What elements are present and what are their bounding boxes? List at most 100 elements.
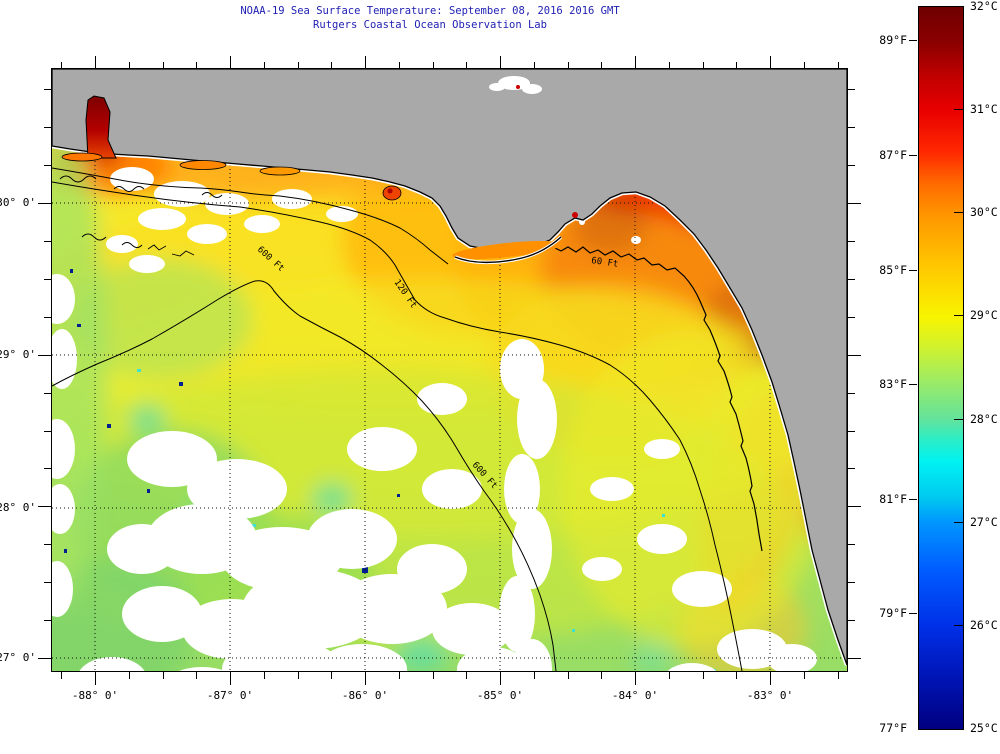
colorbar-fahrenheit-tick — [909, 40, 917, 42]
lon-tick — [196, 62, 198, 69]
colorbar-celsius-label: 29°C — [970, 308, 998, 323]
lon-label: -85° 0' — [476, 689, 524, 702]
lon-tick — [466, 62, 468, 69]
lon-tick — [61, 672, 63, 679]
lon-tick — [803, 62, 805, 69]
lat-tick — [44, 89, 51, 91]
lon-tick — [668, 672, 670, 679]
lon-tick — [297, 62, 299, 69]
lon-tick — [635, 672, 636, 685]
lon-tick — [162, 672, 164, 679]
lon-tick — [500, 672, 501, 685]
lat-tick — [848, 127, 855, 129]
colorbar-celsius-label: 27°C — [970, 514, 998, 529]
lon-tick — [466, 672, 468, 679]
st-andrew-hot-dot — [387, 188, 393, 194]
lat-tick — [848, 544, 855, 546]
lon-tick — [702, 672, 704, 679]
lon-tick — [398, 672, 400, 679]
apalachicola-lagoon — [452, 240, 562, 260]
lat-tick — [848, 620, 855, 622]
colorbar-celsius-tick — [954, 624, 963, 626]
st-marks-hot-dot — [572, 212, 578, 218]
lon-tick — [331, 62, 333, 69]
lon-label: -88° 0' — [71, 689, 119, 702]
lat-tick — [44, 392, 51, 394]
lon-tick — [263, 672, 265, 679]
lat-tick — [848, 392, 855, 394]
lon-tick — [500, 56, 501, 69]
colorbar-celsius-tick — [954, 418, 963, 420]
lat-tick — [848, 316, 855, 318]
colorbar-celsius-tick — [954, 109, 963, 111]
lat-tick — [44, 240, 51, 242]
land-lake — [489, 76, 542, 94]
lat-tick — [38, 354, 51, 356]
colorbar-fahrenheit-label: 89°F — [879, 33, 907, 48]
colorbar-fahrenheit-label: 87°F — [879, 147, 907, 162]
lat-tick — [44, 468, 51, 470]
lon-tick — [61, 62, 63, 69]
lat-label: 30° 0' — [0, 196, 36, 209]
lat-tick — [848, 240, 855, 242]
title-block: NOAA-19 Sea Surface Temperature: Septemb… — [0, 4, 860, 32]
lon-tick — [635, 56, 636, 69]
lon-tick — [95, 56, 96, 69]
lat-tick — [44, 544, 51, 546]
colorbar-fahrenheit-tick — [909, 269, 917, 271]
lon-label: -84° 0' — [611, 689, 659, 702]
lat-tick — [848, 506, 861, 508]
lat-tick — [848, 658, 861, 660]
lon-tick — [601, 62, 603, 69]
depth-contours — [52, 167, 763, 671]
lon-tick — [196, 672, 198, 679]
lat-tick — [44, 430, 51, 432]
lat-tick — [848, 165, 855, 167]
lon-tick — [263, 62, 265, 69]
lon-tick — [432, 62, 434, 69]
colorbar-celsius-label: 30°C — [970, 205, 998, 220]
lon-tick — [365, 672, 366, 685]
colorbar-fahrenheit-tick — [909, 384, 917, 386]
lat-tick — [848, 468, 855, 470]
colorbar-celsius-tick — [954, 212, 963, 214]
lon-tick — [432, 672, 434, 679]
lon-tick — [837, 62, 839, 69]
contour-120ft — [52, 181, 743, 671]
marsh-symbols — [59, 175, 223, 257]
lat-tick — [848, 278, 855, 280]
lat-tick — [44, 127, 51, 129]
lon-tick — [770, 672, 771, 685]
colorbar-fahrenheit-tick — [909, 613, 917, 615]
lat-tick — [38, 658, 51, 660]
contour-60ft-west — [52, 167, 449, 265]
lon-tick — [770, 56, 771, 69]
colorbar — [918, 6, 964, 730]
lon-tick — [837, 672, 839, 679]
lat-tick — [44, 316, 51, 318]
lon-tick — [702, 62, 704, 69]
coastal-bays — [61, 152, 402, 201]
lat-tick — [848, 430, 855, 432]
lon-label: -87° 0' — [206, 689, 254, 702]
lat-tick — [38, 506, 51, 508]
colorbar-celsius-label: 28°C — [970, 411, 998, 426]
contour-600ft — [52, 280, 557, 671]
colorbar-fahrenheit-label: 83°F — [879, 377, 907, 392]
colorbar-fahrenheit-label: 85°F — [879, 262, 907, 277]
lon-tick — [331, 672, 333, 679]
colorbar-celsius-label: 31°C — [970, 102, 998, 117]
lat-tick — [38, 203, 51, 204]
lon-tick — [365, 56, 366, 69]
lon-tick — [230, 672, 231, 685]
colorbar-celsius-label: 26°C — [970, 617, 998, 632]
lat-tick — [848, 203, 861, 204]
lat-tick — [44, 582, 51, 584]
colorbar-fahrenheit-label: 77°F — [879, 721, 907, 735]
contour-60ft-bigbend — [554, 246, 763, 552]
lat-label: 28° 0' — [0, 501, 36, 514]
colorbar-celsius-tick — [954, 521, 963, 523]
colorbar-fahrenheit-label: 81°F — [879, 491, 907, 506]
lon-tick — [567, 672, 569, 679]
lon-tick — [736, 672, 738, 679]
